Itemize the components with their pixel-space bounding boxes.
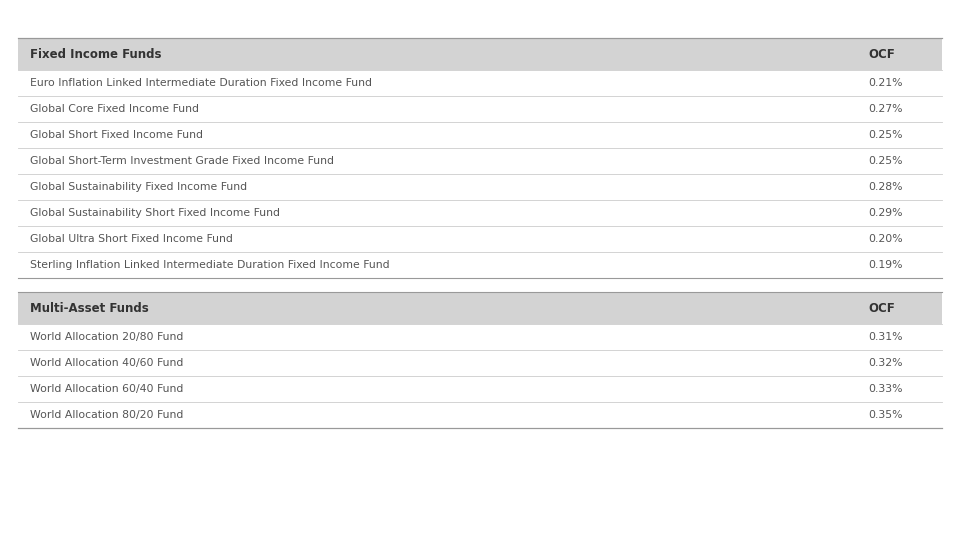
Text: OCF: OCF bbox=[868, 301, 895, 314]
Text: 0.25%: 0.25% bbox=[868, 156, 902, 166]
Bar bbox=[18, 402, 942, 428]
Text: 0.25%: 0.25% bbox=[868, 130, 902, 140]
Bar bbox=[18, 174, 942, 200]
Text: Multi-Asset Funds: Multi-Asset Funds bbox=[30, 301, 149, 314]
Text: World Allocation 20/80 Fund: World Allocation 20/80 Fund bbox=[30, 332, 183, 342]
Bar bbox=[18, 376, 942, 402]
Text: OCF: OCF bbox=[868, 48, 895, 60]
Bar bbox=[18, 200, 942, 226]
Text: 0.32%: 0.32% bbox=[868, 358, 902, 368]
Text: Global Short-Term Investment Grade Fixed Income Fund: Global Short-Term Investment Grade Fixed… bbox=[30, 156, 334, 166]
Bar bbox=[18, 122, 942, 148]
Bar bbox=[18, 70, 942, 96]
Text: 0.35%: 0.35% bbox=[868, 410, 902, 420]
Text: Global Sustainability Fixed Income Fund: Global Sustainability Fixed Income Fund bbox=[30, 182, 247, 192]
Text: 0.19%: 0.19% bbox=[868, 260, 902, 270]
Bar bbox=[18, 292, 942, 324]
Text: 0.29%: 0.29% bbox=[868, 208, 902, 218]
Text: Fixed Income Funds: Fixed Income Funds bbox=[30, 48, 161, 60]
Bar bbox=[18, 350, 942, 376]
Text: Global Sustainability Short Fixed Income Fund: Global Sustainability Short Fixed Income… bbox=[30, 208, 280, 218]
Text: 0.33%: 0.33% bbox=[868, 384, 902, 394]
Bar bbox=[18, 324, 942, 350]
Text: 0.21%: 0.21% bbox=[868, 78, 902, 88]
Text: Euro Inflation Linked Intermediate Duration Fixed Income Fund: Euro Inflation Linked Intermediate Durat… bbox=[30, 78, 372, 88]
Text: Sterling Inflation Linked Intermediate Duration Fixed Income Fund: Sterling Inflation Linked Intermediate D… bbox=[30, 260, 390, 270]
Text: World Allocation 80/20 Fund: World Allocation 80/20 Fund bbox=[30, 410, 183, 420]
Text: 0.28%: 0.28% bbox=[868, 182, 902, 192]
Text: Global Short Fixed Income Fund: Global Short Fixed Income Fund bbox=[30, 130, 203, 140]
Text: Global Core Fixed Income Fund: Global Core Fixed Income Fund bbox=[30, 104, 199, 114]
Bar bbox=[18, 38, 942, 70]
Text: World Allocation 60/40 Fund: World Allocation 60/40 Fund bbox=[30, 384, 183, 394]
Text: 0.31%: 0.31% bbox=[868, 332, 902, 342]
Text: 0.27%: 0.27% bbox=[868, 104, 902, 114]
Bar bbox=[18, 148, 942, 174]
Bar bbox=[18, 252, 942, 278]
Bar bbox=[18, 226, 942, 252]
Text: 0.20%: 0.20% bbox=[868, 234, 902, 244]
Text: Global Ultra Short Fixed Income Fund: Global Ultra Short Fixed Income Fund bbox=[30, 234, 233, 244]
Bar bbox=[18, 96, 942, 122]
Text: World Allocation 40/60 Fund: World Allocation 40/60 Fund bbox=[30, 358, 183, 368]
